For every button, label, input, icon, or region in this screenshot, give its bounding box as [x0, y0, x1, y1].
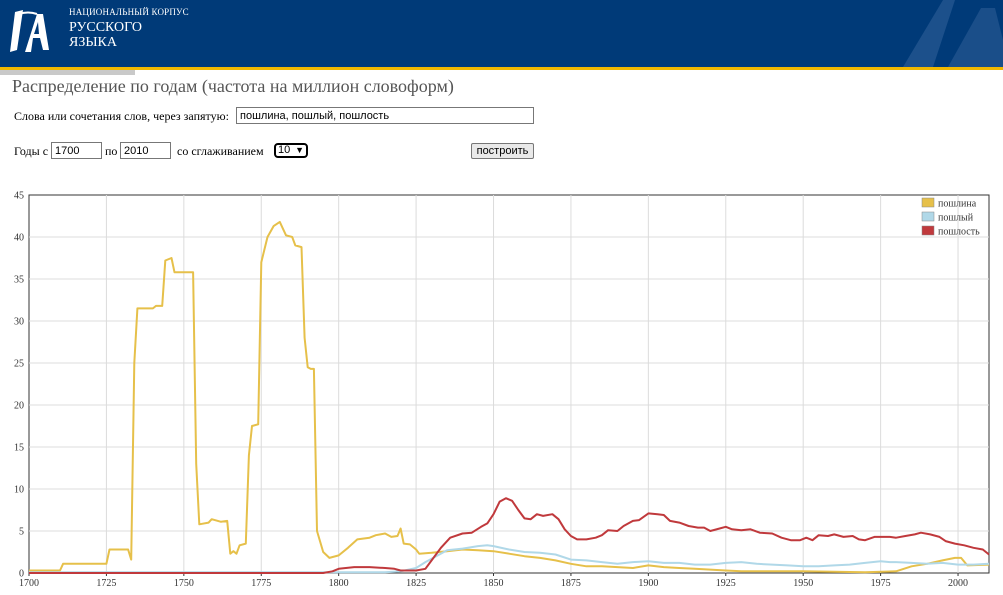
years-to-label: по — [105, 144, 118, 158]
page-title: Распределение по годам (частота на милли… — [12, 76, 454, 96]
brand-top: НАЦИОНАЛЬНЫЙ КОРПУС — [69, 7, 189, 17]
x-axis-ticks: 1700 1725 1750 1775 1800 1825 1850 1875 1900 1925… — [19, 573, 968, 589]
x-tick-label: 1975 — [871, 578, 891, 589]
x-tick-label: 1750 — [174, 578, 194, 589]
y-tick-label: 20 — [14, 401, 24, 412]
y-tick-label: 10 — [14, 485, 24, 496]
site-header: НАЦИОНАЛЬНЫЙ КОРПУС РУССКОГО ЯЗЫКА — [0, 0, 1003, 70]
x-tick-label: 1950 — [793, 578, 813, 589]
legend-swatch — [921, 197, 935, 208]
legend-label: пошлость — [938, 227, 980, 238]
x-tick-label: 1700 — [19, 578, 39, 589]
corpus-brand[interactable]: НАЦИОНАЛЬНЫЙ КОРПУС РУССКОГО ЯЗЫКА — [69, 5, 189, 50]
header-watermark-icon — [903, 0, 1003, 67]
brand-line-2: ЯЗЫКА — [69, 35, 118, 50]
x-tick-label: 1850 — [484, 578, 504, 589]
y-axis-ticks: 0 5 10 15 20 25 30 35 40 45 — [14, 191, 24, 580]
x-tick-label: 1775 — [251, 578, 271, 589]
y-tick-label: 45 — [14, 191, 24, 202]
smoothing-value: 10 — [278, 144, 291, 156]
chart-series-lines — [29, 220, 990, 574]
year-from-input[interactable] — [51, 142, 102, 159]
title-accent-strip — [0, 70, 135, 75]
x-tick-label: 1925 — [716, 578, 736, 589]
legend-swatch — [921, 211, 935, 222]
y-tick-label: 25 — [14, 359, 24, 370]
chart-legend: пошлина пошлый пошлость — [921, 197, 980, 238]
series-line-2 — [29, 544, 990, 574]
x-tick-label: 2000 — [948, 578, 968, 589]
x-tick-label: 1875 — [561, 578, 581, 589]
y-tick-label: 5 — [19, 527, 24, 538]
y-tick-label: 35 — [14, 275, 24, 286]
corpus-logo-icon[interactable] — [7, 6, 53, 56]
chevron-down-icon: ▼ — [295, 145, 304, 155]
series-line-3 — [29, 497, 990, 574]
y-tick-label: 0 — [19, 569, 24, 580]
year-to-input[interactable] — [120, 142, 171, 159]
legend-label: пошлина — [938, 199, 977, 210]
x-tick-label: 1800 — [329, 578, 349, 589]
x-tick-label: 1725 — [96, 578, 116, 589]
series-line-1 — [29, 220, 990, 574]
smoothing-label: со сглаживанием — [177, 144, 264, 158]
x-tick-label: 1900 — [638, 578, 658, 589]
words-input[interactable] — [236, 107, 534, 124]
y-tick-label: 40 — [14, 233, 24, 244]
smoothing-select[interactable]: 10 ▼ — [274, 143, 308, 158]
y-tick-label: 15 — [14, 443, 24, 454]
x-tick-label: 1825 — [406, 578, 426, 589]
brand-line-1: РУССКОГО — [69, 20, 142, 35]
y-tick-label: 30 — [14, 317, 24, 328]
plot-area — [28, 194, 990, 574]
words-label: Слова или сочетания слов, через запятую: — [14, 109, 229, 123]
legend-swatch — [921, 225, 935, 236]
chart-grid — [28, 194, 990, 574]
legend-label: пошлый — [938, 213, 974, 224]
build-button[interactable]: построить — [471, 143, 534, 159]
years-from-label: Годы с — [14, 144, 49, 158]
